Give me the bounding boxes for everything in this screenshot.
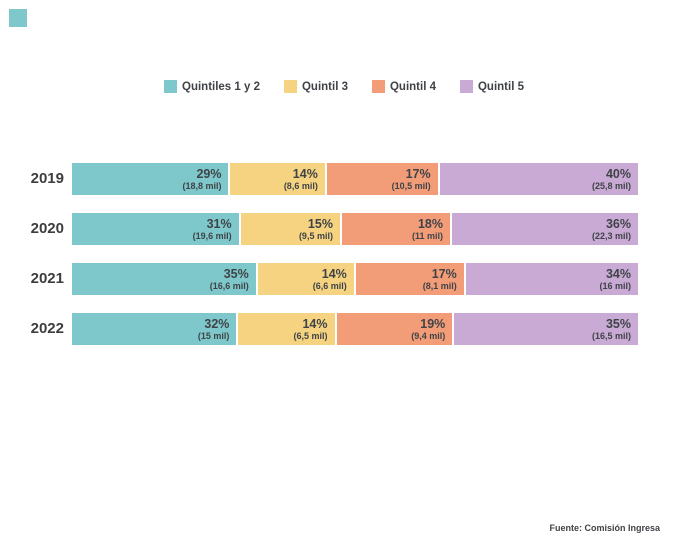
legend-swatch-icon [164,80,177,93]
legend-item-quintil-5: Quintil 5 [459,80,524,93]
bar-segment-quintil-5: 34% (16 mil) [465,263,638,295]
bar-track: 32% (15 mil) 14% (6,5 mil) 19% (9,4 mil) 35% (1… [72,313,638,345]
chart-legend: Quintiles 1 y 2 Quintil 3 Quintil 4 Quintil… [0,80,688,93]
segment-percent-label: 32% [204,317,230,331]
segment-value-label: (25,8 mil) [591,181,631,191]
segment-percent-label: 18% [417,217,443,231]
legend-label: Quintil 5 [477,80,524,93]
segment-value-label: (11 mil) [411,231,443,241]
segment-value-label: (9,4 mil) [411,331,446,341]
bar-track: 31% (19,6 mil) 15% (9,5 mil) 18% (11 mil) 36%(… [72,213,639,245]
segment-percent-label: 19% [420,317,446,331]
bar-segment-quintiles-1-y-2: 35% (16,6 mil) [72,263,256,295]
segment-value-label: (10,5 mil) [391,181,431,191]
segment-percent-label: 14% [302,317,328,331]
bar-segment-quintil-3: 14% (8,6 mil) [230,163,325,195]
legend-swatch-icon [459,80,473,93]
source-note: Fuente: Comisión Ingresa [549,523,660,533]
legend-label: Quintil 3 [301,80,348,93]
legend-item-quintil-4: Quintil 4 [371,80,436,93]
segment-percent-label: 35% [605,317,631,331]
legend-swatch-icon [371,80,385,93]
segment-value-label: (18,8 mil) [182,181,222,191]
segment-value-label: (6,6 mil) [312,281,347,291]
legend-swatch-icon [283,80,297,93]
legend-label: Quintiles 1 y 2 [182,80,260,93]
bar-row: 2020 31% (19,6 mil) 15% (9,5 mil) 18% (11 mil)… [0,213,639,245]
bar-segment-quintiles-1-y-2: 29% (18,8 mil) [72,163,229,195]
bar-segment-quintil-4: 17% (8,1 mil) [355,263,464,295]
row-year-label: 2021 [30,270,64,287]
bar-segment-quintiles-1-y-2: 32% (15 mil) [72,313,237,345]
segment-percent-label: 14% [321,267,347,281]
row-year-label: 2022 [30,320,64,337]
segment-value-label: (19,6 mil) [192,231,232,241]
source-name: Comisión Ingresa [584,523,660,533]
row-year-label: 2020 [30,220,64,237]
bar-segment-quintil-4: 17% (10,5 mil) [326,163,438,195]
segment-value-label: (8,1 mil) [422,281,457,291]
bar-segment-quintil-5: 40% (25,8 mil) [439,163,638,195]
segment-percent-label: 17% [431,267,457,281]
segment-value-label: (16,5 mil) [591,331,631,341]
segment-percent-label: 17% [405,167,431,181]
segment-percent-label: 14% [292,167,318,181]
bar-segment-quintiles-1-y-2: 31% (19,6 mil) [72,213,239,245]
legend-item-quintil-3: Quintil 3 [283,80,348,93]
legend-item-quintiles-1-y-2: Quintiles 1 y 2 [164,80,260,93]
segment-value-label: (15 mil) [197,331,230,341]
bar-row: 2022 32% (15 mil) 14% (6,5 mil) 19% (9,4 mil) 3… [0,313,638,345]
row-year-label: 2019 [30,170,64,187]
segment-percent-label: 40% [605,167,631,181]
segment-percent-label: 34% [605,267,631,281]
segment-percent-label: 36% [605,217,632,231]
corner-accent-square [9,9,27,27]
segment-value-label: (9,5 mil) [298,231,333,241]
bar-segment-quintil-3: 15% (9,5 mil) [240,213,340,245]
bar-track: 29% (18,8 mil) 14% (8,6 mil) 17% (10,5 mil) 40… [72,163,638,195]
bar-segment-quintil-5: 35% (16,5 mil) [454,313,638,345]
segment-value-label: (16 mil) [599,281,631,291]
segment-percent-label: 31% [206,217,232,231]
bar-row: 2021 35% (16,6 mil) 14% (6,6 mil) 17% (8,1 mil… [0,263,638,295]
segment-value-label: (6,5 mil) [293,331,328,341]
segment-value-label: (8,6 mil) [283,181,318,191]
bar-segment-quintil-3: 14% (6,5 mil) [238,313,335,345]
bar-segment-quintil-4: 18% (11 mil) [341,213,450,245]
bar-segment-quintil-4: 19% (9,4 mil) [336,313,453,345]
bar-segment-quintil-5: 36% (22,3 mil) [451,213,639,245]
stacked-bar-chart: 2019 29% (18,8 mil) 14% (8,6 mil) 17% (10,5 mi… [0,163,639,363]
bar-row: 2019 29% (18,8 mil) 14% (8,6 mil) 17% (10,5 mi… [0,163,638,195]
segment-value-label: (16,6 mil) [209,281,249,291]
source-prefix: Fuente: [549,523,582,533]
bar-track: 35% (16,6 mil) 14% (6,6 mil) 17% (8,1 mil) 34%… [72,263,638,295]
bar-segment-quintil-3: 14% (6,6 mil) [257,263,354,295]
segment-percent-label: 35% [223,267,249,281]
segment-percent-label: 15% [307,217,333,231]
legend-label: Quintil 4 [389,80,436,93]
segment-percent-label: 29% [196,167,222,181]
segment-value-label: (22,3 mil) [592,231,632,241]
